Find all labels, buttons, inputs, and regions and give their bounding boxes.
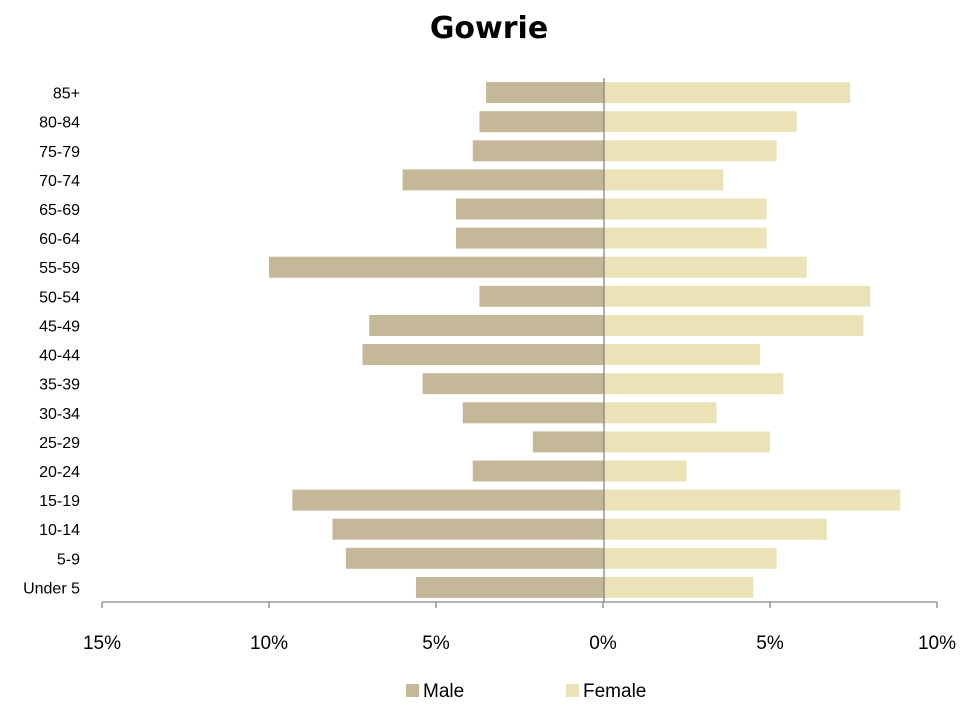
bar-male-85- [486, 82, 604, 104]
bar-male-30-34 [462, 402, 604, 424]
x-tick-label: 0% [589, 633, 617, 654]
bar-female-60-64 [604, 227, 767, 249]
bar-female-35-39 [604, 373, 784, 395]
category-label-55-59: 55-59 [39, 260, 80, 277]
bar-male-65-69 [456, 198, 604, 220]
bar-male-5-9 [345, 547, 604, 569]
category-label-35-39: 35-39 [39, 377, 80, 394]
bar-male-20-24 [472, 460, 604, 482]
category-label-65-69: 65-69 [39, 202, 80, 219]
bar-female-25-29 [604, 431, 770, 453]
bars-layer [269, 82, 901, 598]
category-label-40-44: 40-44 [39, 348, 80, 365]
x-tick-label: 15% [83, 633, 121, 654]
bar-female-55-59 [604, 256, 807, 278]
x-axis: 15% 10% 5% 0% 5% 10% [83, 78, 956, 654]
bar-female-45-49 [604, 314, 864, 336]
bar-female-10-14 [604, 518, 827, 540]
category-label-30-34: 30-34 [39, 406, 80, 423]
bar-female-70-74 [604, 169, 724, 191]
bar-female-50-54 [604, 285, 871, 307]
x-tick-label: 5% [756, 633, 784, 654]
bar-female-15-19 [604, 489, 901, 511]
legend-label-female: Female [583, 681, 646, 702]
bar-female-5-9 [604, 547, 777, 569]
category-label-45-49: 45-49 [39, 318, 80, 335]
category-label-60-64: 60-64 [39, 231, 80, 248]
category-label-25-29: 25-29 [39, 435, 80, 452]
category-label-20-24: 20-24 [39, 464, 80, 481]
legend-label-male: Male [423, 681, 464, 702]
bar-female-40-44 [604, 344, 760, 366]
bar-male-under-5 [415, 576, 604, 598]
bar-male-80-84 [479, 111, 604, 133]
category-label-70-74: 70-74 [39, 173, 80, 190]
category-label-75-79: 75-79 [39, 144, 80, 161]
category-label-under-5: Under 5 [23, 580, 80, 597]
legend-swatch-female [566, 684, 579, 697]
bar-male-55-59 [269, 256, 604, 278]
bar-male-60-64 [456, 227, 604, 249]
bar-female-65-69 [604, 198, 767, 220]
x-tick-label: 5% [422, 633, 450, 654]
bar-male-50-54 [479, 285, 604, 307]
legend-swatch-male [406, 684, 419, 697]
bar-female-80-84 [604, 111, 797, 133]
bar-female-85- [604, 82, 851, 104]
category-label-15-19: 15-19 [39, 493, 80, 510]
legend: Male Female [406, 681, 646, 702]
category-label-10-14: 10-14 [39, 522, 80, 539]
category-label-50-54: 50-54 [39, 289, 80, 306]
bar-female-20-24 [604, 460, 687, 482]
bar-male-15-19 [292, 489, 604, 511]
x-tick-label: 10% [250, 633, 288, 654]
bar-male-10-14 [332, 518, 604, 540]
bar-male-35-39 [422, 373, 604, 395]
bar-female-75-79 [604, 140, 777, 162]
category-label-80-84: 80-84 [39, 115, 80, 132]
bar-female-30-34 [604, 402, 717, 424]
x-tick-label: 10% [918, 633, 956, 654]
category-label-5-9: 5-9 [57, 551, 80, 568]
bar-male-70-74 [402, 169, 604, 191]
bar-male-40-44 [362, 344, 604, 366]
bar-female-under-5 [604, 576, 754, 598]
bar-male-75-79 [472, 140, 604, 162]
category-labels: 85+ 80-84 75-79 70-74 65-69 60-64 55-59 50-54 45… [23, 86, 80, 598]
chart-title: Gowrie [430, 11, 548, 46]
bar-male-25-29 [532, 431, 604, 453]
category-label-85-: 85+ [53, 86, 80, 103]
bar-male-45-49 [369, 314, 604, 336]
